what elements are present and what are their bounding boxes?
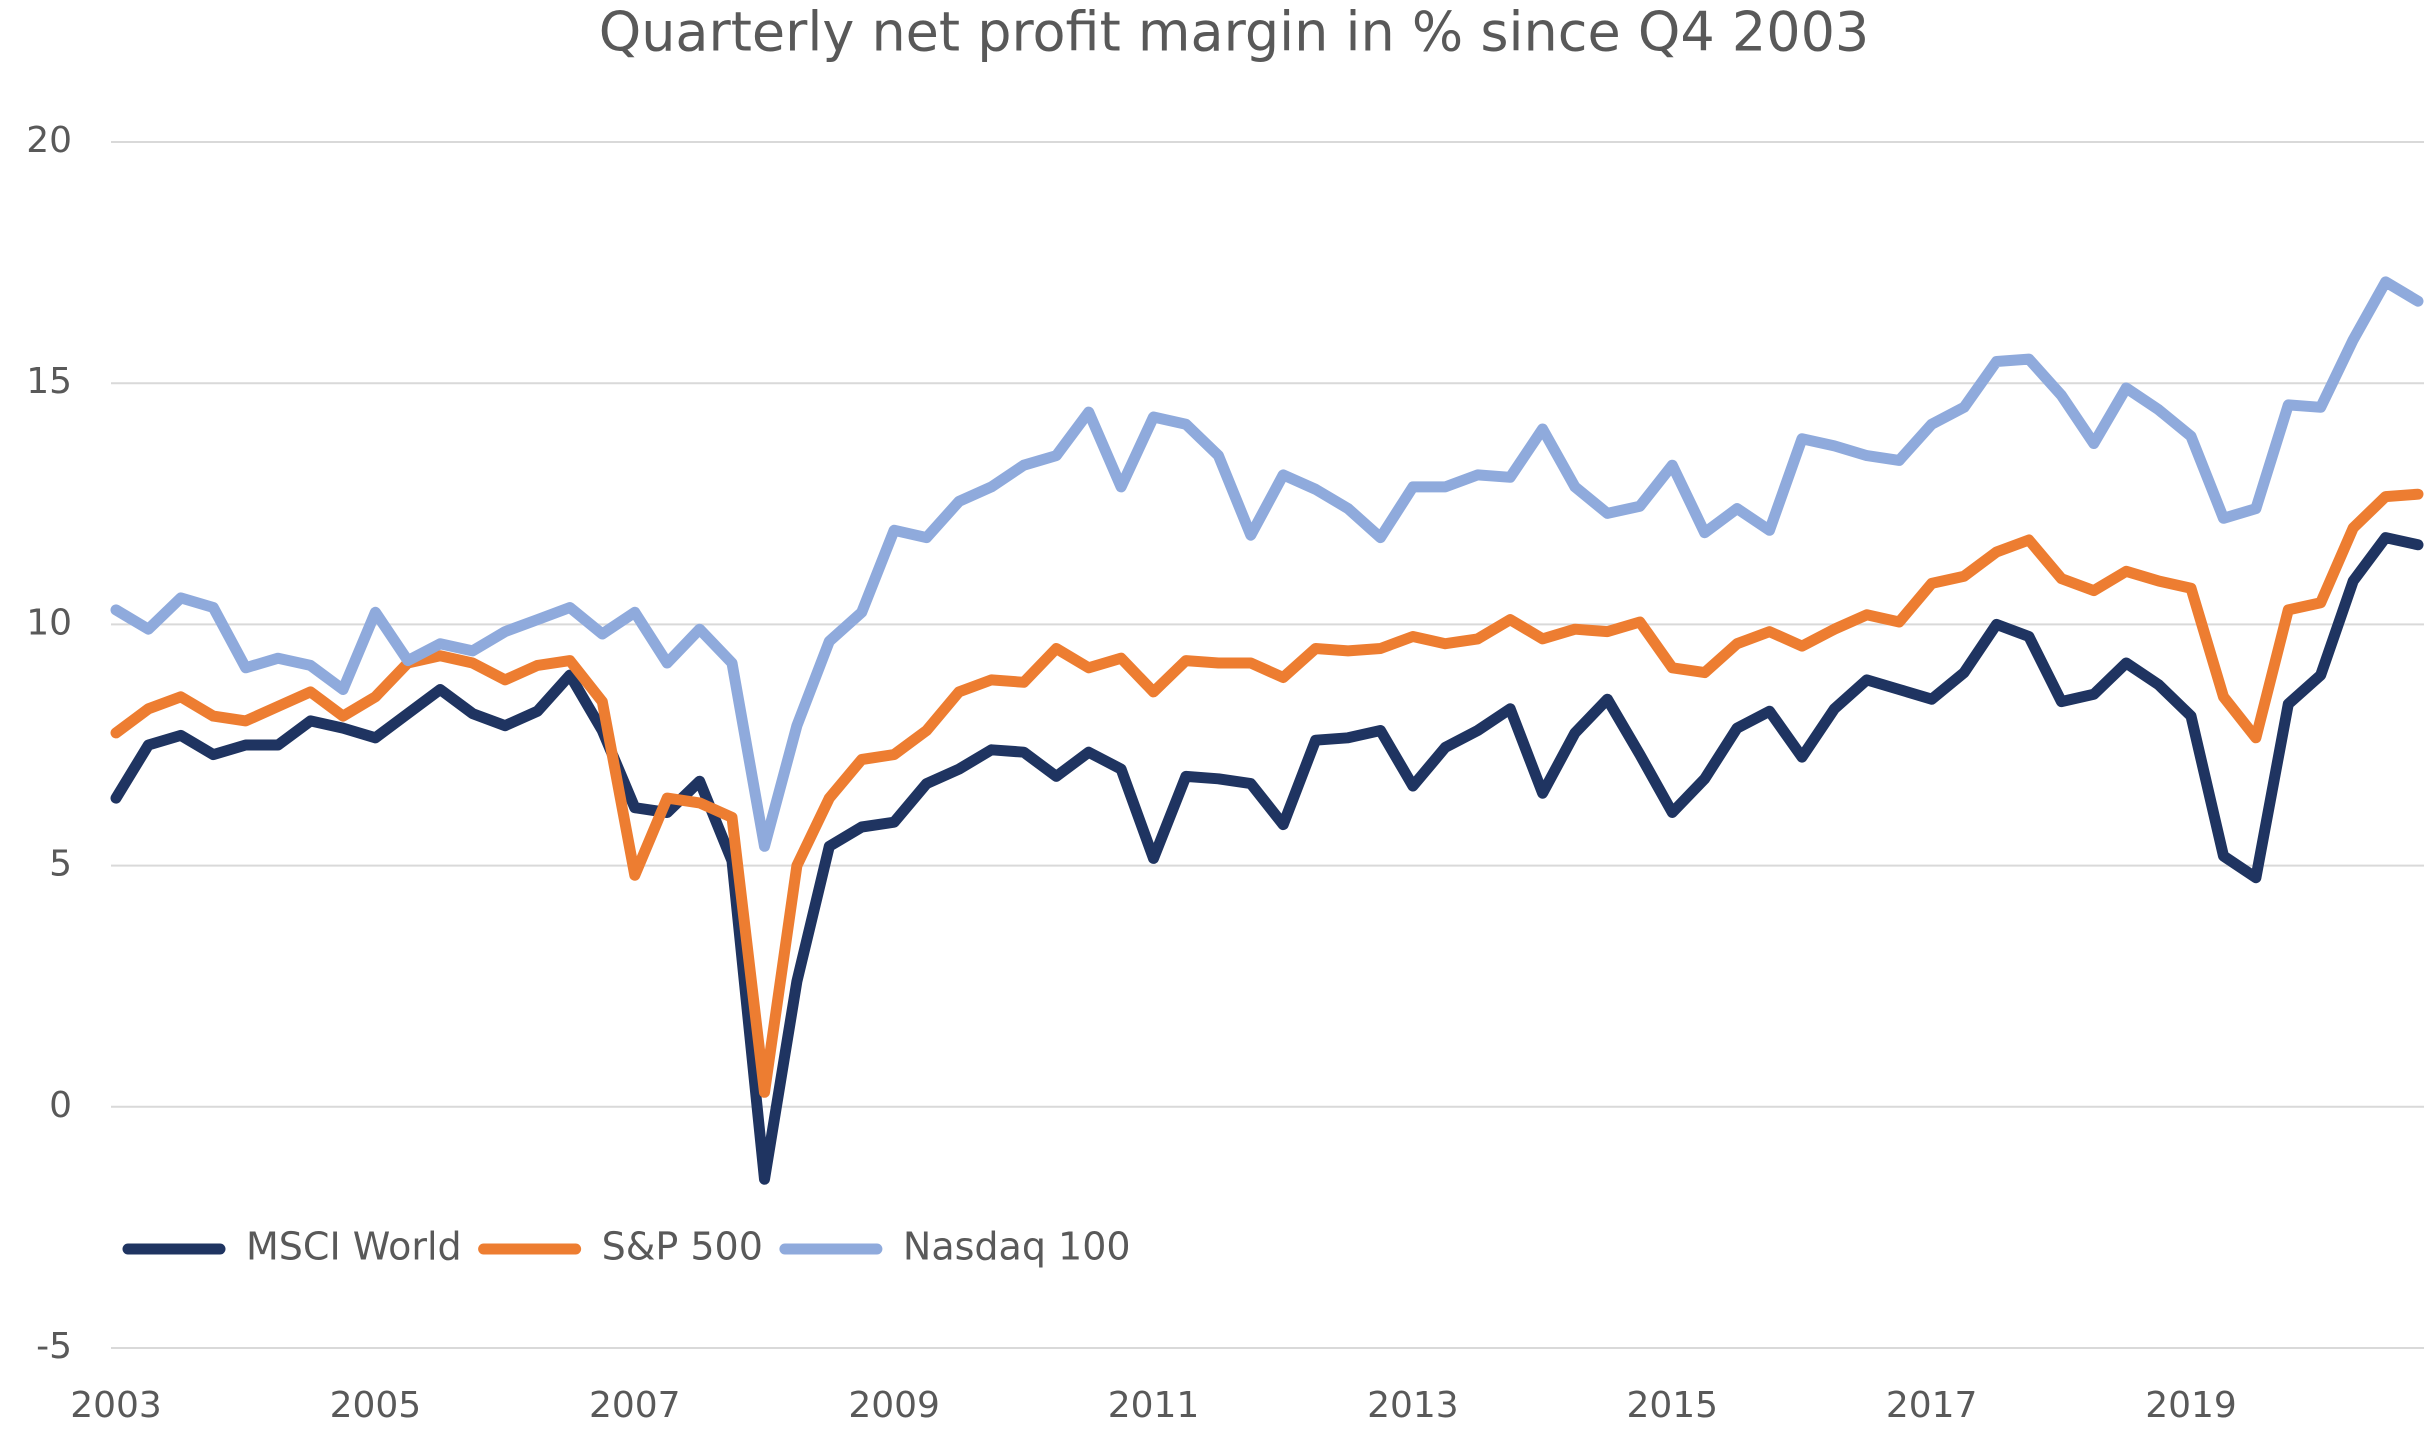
legend-label: MSCI World [246,1225,462,1269]
series-line [110,532,2424,1185]
series-line [110,488,2424,1098]
y-tick-label: 0 [49,1085,72,1126]
x-tick-label: 2015 [1626,1385,1718,1426]
x-tick-label: 2017 [1886,1385,1978,1426]
y-tick-label: 10 [26,602,72,643]
x-tick-label: 2009 [848,1385,940,1426]
x-tick-label: 2003 [70,1385,162,1426]
y-tick-label: -5 [36,1326,72,1367]
series-line [110,276,2424,852]
x-tick-label: 2011 [1108,1385,1200,1426]
legend-label: Nasdaq 100 [903,1225,1131,1269]
y-tick-label: 15 [26,361,72,402]
y-tick-label: 5 [49,844,72,885]
x-tick-label: 2005 [330,1385,422,1426]
chart-title: Quarterly net profit margin in % since Q… [599,1,1870,64]
legend-label: S&P 500 [602,1225,763,1269]
x-tick-label: 2013 [1367,1385,1459,1426]
y-tick-label: 20 [26,120,72,161]
x-tick-label: 2007 [589,1385,681,1426]
x-tick-label: 2019 [2145,1385,2237,1426]
